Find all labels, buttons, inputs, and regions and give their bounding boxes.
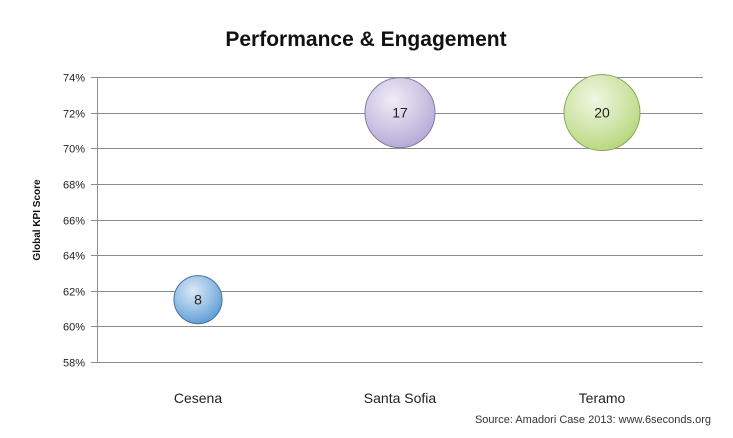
x-tick-label: Cesena: [174, 390, 222, 406]
bubble-label: 17: [392, 105, 408, 121]
y-tick-label: 62%: [63, 287, 85, 299]
chart-title: Performance & Engagement: [225, 28, 506, 51]
y-tick-label: 66%: [63, 216, 85, 228]
bubble-cesena: [173, 275, 223, 325]
x-tick-labels: Cesena Santa Sofia Teramo: [174, 390, 626, 406]
y-axis-label: Global KPI Score: [32, 179, 43, 261]
y-tick-label: 68%: [63, 180, 85, 192]
x-tick-label: Santa Sofia: [364, 390, 437, 406]
y-tick-label: 58%: [63, 358, 85, 370]
bubble-santa-sofia: [364, 77, 436, 149]
y-tick-label: 72%: [63, 109, 85, 121]
x-tick-label: Teramo: [579, 390, 626, 406]
source-note: Source: Amadori Case 2013: www.6seconds.…: [475, 414, 711, 426]
bubble-label: 8: [194, 292, 202, 308]
y-tick-label: 64%: [63, 251, 85, 263]
y-tick-labels: 58% 60% 62% 64% 66% 68% 70% 72% 74%: [63, 73, 85, 370]
y-tick-label: 60%: [63, 322, 85, 334]
y-tick-label: 70%: [63, 144, 85, 156]
bubble-teramo: [563, 74, 641, 152]
bubbles: 8 17 20: [173, 74, 641, 325]
y-tick-label: 74%: [63, 73, 85, 85]
bubble-label: 20: [594, 105, 610, 121]
